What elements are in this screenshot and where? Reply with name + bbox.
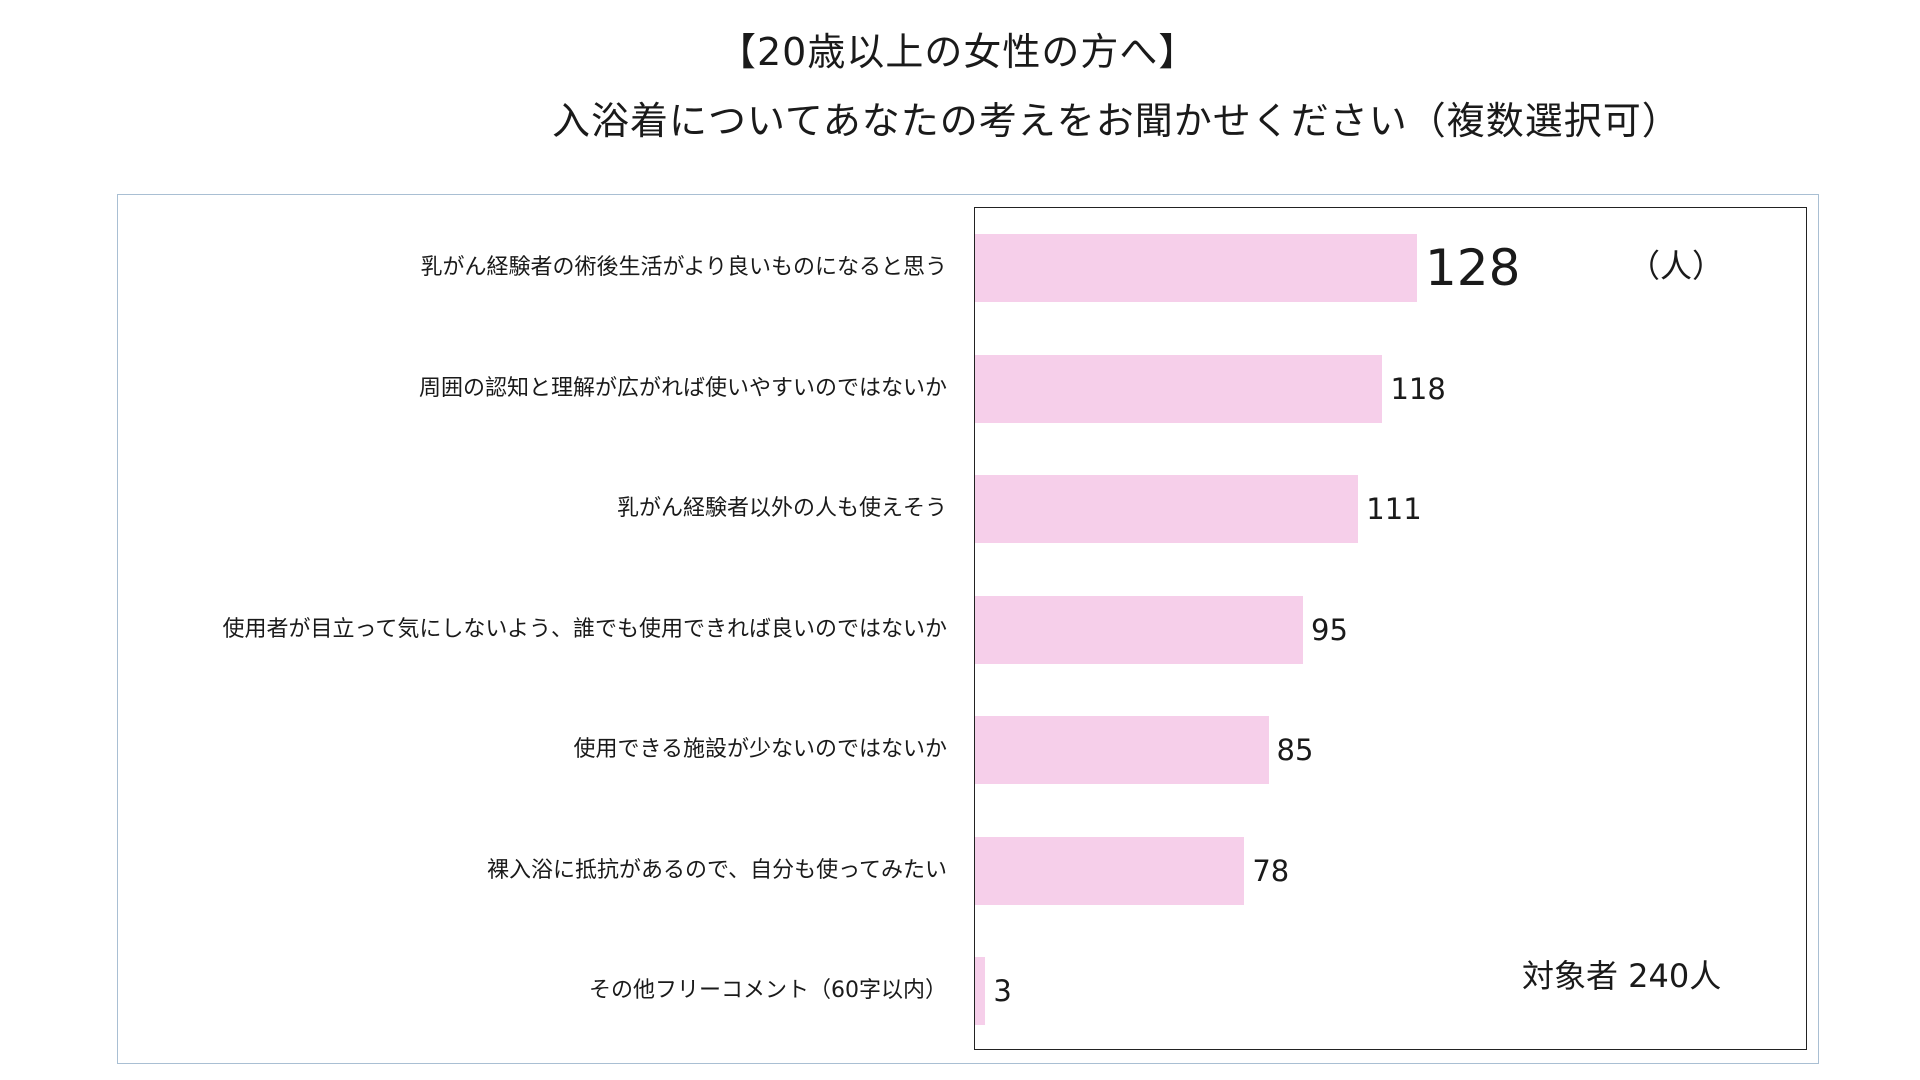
value-label: 118 (1390, 371, 1446, 406)
bar (975, 595, 1304, 664)
unit-label: （人） (1628, 247, 1725, 285)
plot-area (974, 207, 1807, 1050)
value-label: 128 (1425, 239, 1521, 297)
target-count-note: 対象者 240人 (1522, 957, 1722, 995)
bar (975, 354, 1383, 423)
category-label: 使用者が目立って気にしないよう、誰でも使用できれば良いのではないか (222, 616, 947, 642)
bar (975, 475, 1359, 543)
category-label: 周囲の認知と理解が広がれば使いやすいのではないか (418, 375, 947, 401)
value-label: 85 (1276, 733, 1314, 767)
value-label: 111 (1366, 492, 1422, 526)
bar (975, 716, 1269, 784)
bar (975, 957, 986, 1025)
bar (975, 836, 1245, 905)
value-label: 3 (993, 974, 1012, 1008)
bar (975, 234, 1417, 302)
category-label: 裸入浴に抵抗があるので、自分も使ってみたい (486, 857, 947, 883)
category-label: その他フリーコメント（60字以内） (589, 978, 947, 1003)
chart-title-line1: 【20歳以上の女性の方へ】 (718, 30, 1198, 74)
value-label: 95 (1311, 612, 1348, 647)
chart-frame (117, 194, 1819, 1064)
value-label: 78 (1252, 853, 1290, 888)
chart-title-line2: 入浴着についてあなたの考えをお聞かせください（複数選択可） (552, 99, 1681, 143)
category-label: 乳がん経験者以外の人も使えそう (616, 496, 947, 521)
category-label: 乳がん経験者の術後生活がより良いものになると思う (420, 255, 947, 280)
category-label: 使用できる施設が少ないのではないか (573, 737, 947, 762)
